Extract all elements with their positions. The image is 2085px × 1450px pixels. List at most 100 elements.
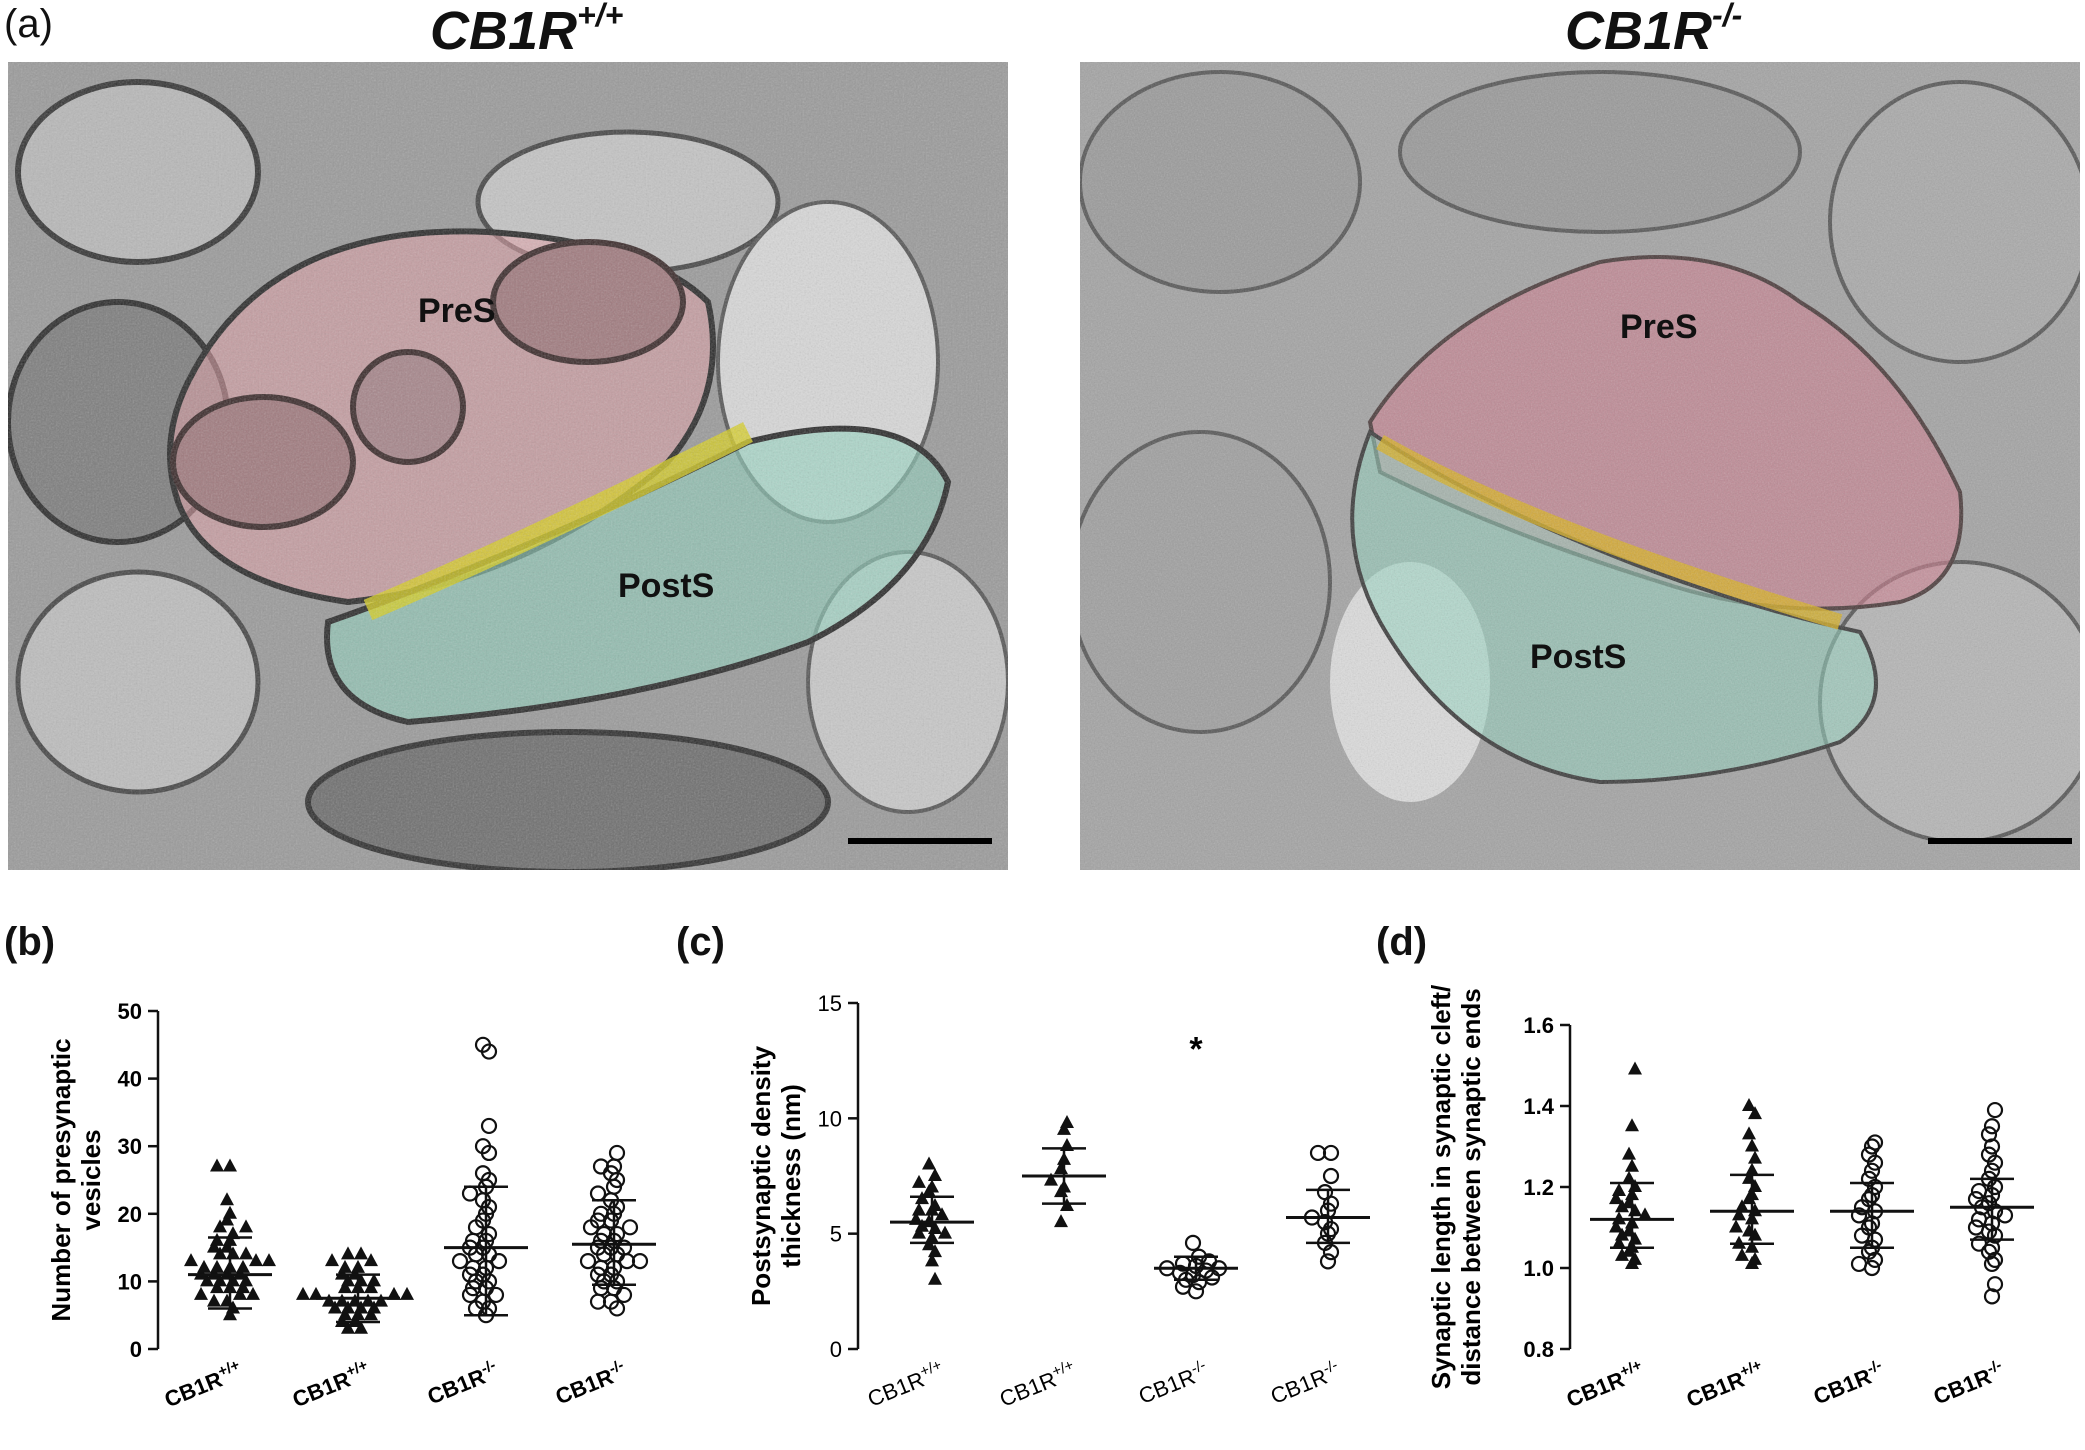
data-point-circle xyxy=(631,1253,649,1270)
data-point-triangle xyxy=(928,1271,942,1285)
data-point-circle xyxy=(474,1138,492,1155)
category-label-text: CB1R+/+ xyxy=(160,1357,246,1413)
data-point-triangle xyxy=(1745,1138,1759,1152)
data-point-circle xyxy=(1983,1162,2001,1179)
data-point-triangle xyxy=(387,1286,401,1300)
significance-annotation: * xyxy=(1189,1031,1203,1069)
y-tick-label: 10 xyxy=(818,1106,842,1131)
data-point-triangle xyxy=(1612,1235,1626,1249)
data-point-triangle xyxy=(341,1246,355,1260)
data-point-triangle xyxy=(328,1300,342,1314)
data-point-triangle xyxy=(338,1280,352,1294)
data-point-triangle xyxy=(184,1253,198,1267)
data-point-triangle xyxy=(309,1286,323,1300)
data-point-triangle xyxy=(1044,1172,1058,1186)
y-tick-label: 30 xyxy=(118,1134,142,1159)
data-point-triangle xyxy=(1735,1247,1749,1261)
data-point-triangle xyxy=(226,1226,240,1240)
data-point-triangle xyxy=(1609,1219,1623,1233)
category-label: CB1R-/- xyxy=(552,1357,626,1410)
data-point-triangle xyxy=(226,1300,240,1314)
data-point-circle xyxy=(487,1286,505,1304)
y-axis-label: Number of presynaptic vesicles xyxy=(46,1038,106,1321)
data-point-circle xyxy=(1187,1283,1205,1300)
y-tick-label: 0 xyxy=(830,1337,842,1362)
y-axis-label-line2: distance between synaptic ends xyxy=(1456,988,1486,1385)
category-label: CB1R+/+ xyxy=(863,1357,948,1412)
data-point-triangle xyxy=(354,1246,368,1260)
data-point-triangle xyxy=(928,1197,942,1211)
y-axis-label-line1: Synaptic length in synaptic cleft/ xyxy=(1426,985,1456,1389)
category-label: CB1R+/+ xyxy=(1562,1357,1648,1413)
category-label: CB1R-/- xyxy=(1809,1357,1888,1410)
y-tick-label: 0.8 xyxy=(1523,1337,1554,1362)
data-point-triangle xyxy=(236,1259,250,1273)
data-point-triangle xyxy=(1625,1118,1639,1132)
category-label-text: CB1R-/- xyxy=(1809,1357,1888,1410)
category-label: CB1R+/+ xyxy=(1683,1357,1764,1413)
data-point-triangle xyxy=(922,1214,936,1228)
data-point-triangle xyxy=(1057,1121,1071,1135)
data-point-triangle xyxy=(220,1192,234,1206)
knockout-posts-label: PostS xyxy=(1530,638,1626,676)
data-point-circle xyxy=(592,1205,610,1222)
data-point-triangle xyxy=(361,1293,375,1307)
data-point-circle xyxy=(1319,1253,1337,1270)
data-point-triangle xyxy=(194,1286,208,1300)
y-tick-label: 15 xyxy=(818,991,842,1016)
data-point-triangle xyxy=(935,1207,949,1221)
y-tick-label: 1.2 xyxy=(1523,1175,1554,1200)
knockout-scale-bar xyxy=(1928,838,2072,844)
data-point-circle xyxy=(474,1036,492,1053)
data-point-triangle xyxy=(928,1168,942,1181)
data-point-triangle xyxy=(239,1273,253,1287)
data-point-triangle xyxy=(220,1293,234,1307)
panel-b-letter: (b) xyxy=(4,920,56,964)
data-point-triangle xyxy=(335,1266,349,1280)
data-point-triangle xyxy=(1748,1106,1762,1120)
data-point-circle xyxy=(480,1117,498,1135)
data-point-triangle xyxy=(938,1225,952,1239)
data-point-circle xyxy=(1967,1219,1985,1236)
data-point-triangle xyxy=(223,1158,237,1172)
chart-c: 0 5 10 15 Postsynaptic density thickness (nm)… xyxy=(740,985,1380,1450)
data-point-triangle xyxy=(1625,1158,1639,1172)
data-point-triangle xyxy=(922,1156,936,1170)
data-point-triangle xyxy=(220,1212,234,1226)
data-point-triangle xyxy=(374,1293,388,1307)
y-tick-label: 50 xyxy=(118,999,142,1024)
data-point-triangle xyxy=(341,1273,355,1287)
data-point-triangle xyxy=(912,1225,926,1239)
data-point-triangle xyxy=(348,1293,362,1307)
category-label-text: CB1R+/+ xyxy=(1562,1357,1648,1413)
data-point-triangle xyxy=(335,1313,349,1327)
data-point-triangle xyxy=(341,1300,355,1314)
category-label-text: CB1R+/+ xyxy=(863,1357,948,1412)
data-point-triangle xyxy=(1748,1251,1762,1265)
data-point-triangle xyxy=(1622,1146,1636,1160)
data-point-triangle xyxy=(364,1307,378,1321)
data-point-circle xyxy=(1980,1243,1998,1260)
wildtype-posts-label: PostS xyxy=(618,567,714,605)
chart-d: 0.8 1.0 1.2 1.4 1.6 Synaptic length in synapt… xyxy=(1420,985,2080,1450)
data-point-triangle xyxy=(341,1320,355,1334)
y-tick-label: 0 xyxy=(130,1337,142,1362)
data-point-triangle xyxy=(213,1219,227,1233)
data-point-triangle xyxy=(296,1286,310,1300)
data-point-triangle xyxy=(325,1253,339,1267)
y-axis-label-line1: Postsynaptic density xyxy=(746,1045,776,1306)
data-point-triangle xyxy=(338,1307,352,1321)
data-point-circle xyxy=(621,1219,639,1236)
data-point-triangle xyxy=(1622,1170,1636,1184)
data-point-circle xyxy=(1860,1219,1878,1236)
y-tick-label: 1.0 xyxy=(1523,1256,1554,1281)
panel-c-letter: (c) xyxy=(676,920,725,964)
data-point-circle xyxy=(1184,1234,1202,1251)
data-point-triangle xyxy=(915,1218,929,1232)
data-point-circle xyxy=(474,1165,492,1182)
data-point-circle xyxy=(490,1253,508,1270)
data-point-triangle xyxy=(213,1246,227,1260)
data-point-circle xyxy=(615,1286,633,1304)
knockout-micrograph: PreS PostS xyxy=(1080,62,2080,870)
category-label-text: CB1R-/- xyxy=(1266,1357,1344,1409)
